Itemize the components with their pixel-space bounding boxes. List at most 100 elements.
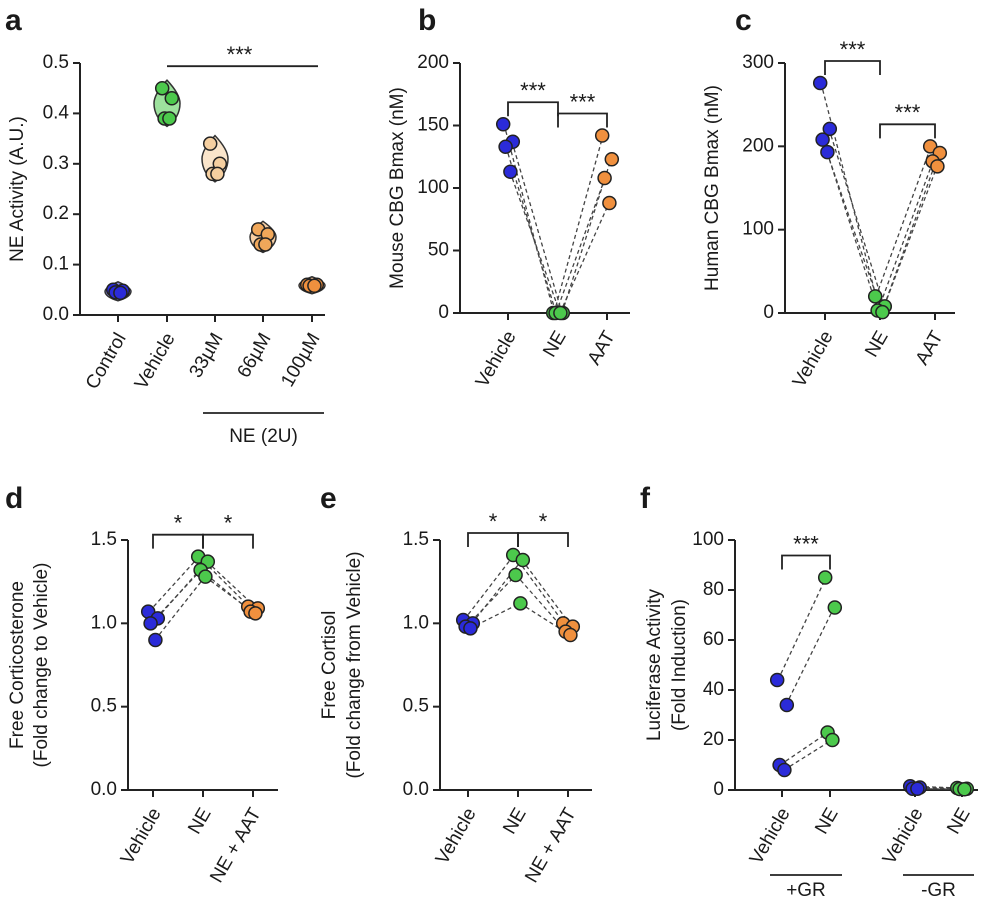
- x-tick-label: Vehicle: [789, 328, 838, 392]
- data-point: [597, 170, 612, 186]
- pair-line: [881, 166, 938, 313]
- y-tick-label: 0.2: [43, 203, 69, 224]
- data-point: [812, 75, 828, 91]
- x-tick-label: Control: [82, 330, 131, 394]
- pair-line: [559, 202, 610, 314]
- x-tick-label: 100µM: [277, 330, 324, 391]
- x-tick-label: NE: [184, 805, 215, 838]
- y-tick-label: 40: [703, 679, 724, 700]
- significance-label: ***: [520, 78, 546, 103]
- significance-bracket: [202, 533, 254, 549]
- data-point: [779, 697, 795, 713]
- data-point: [515, 552, 531, 568]
- y-tick-label: 200: [742, 135, 774, 156]
- panel-letter: e: [320, 482, 337, 515]
- significance-bracket: [781, 554, 831, 570]
- x-tick-label: Vehicle: [472, 328, 521, 392]
- data-point: [498, 139, 513, 154]
- data-point: [148, 632, 163, 648]
- data-point: [513, 596, 528, 611]
- y-tick-label: 0.0: [403, 779, 429, 800]
- y-tick-label: 0.0: [91, 779, 117, 800]
- significance-bracket: [467, 532, 519, 547]
- pair-line: [511, 141, 563, 314]
- data-point: [910, 781, 925, 796]
- data-point: [815, 132, 830, 147]
- pair-line: [785, 607, 835, 706]
- significance-label: ***: [793, 531, 819, 556]
- y-tick-label: 200: [417, 52, 449, 73]
- panel-letter: c: [735, 4, 752, 37]
- data-point: [210, 166, 225, 182]
- significance-bracket: [152, 533, 204, 549]
- data-point: [463, 621, 478, 636]
- x-tick-label: 33µM: [186, 330, 228, 382]
- pair-line: [148, 556, 200, 613]
- data-point: [594, 128, 610, 143]
- significance-bracket: [517, 532, 569, 547]
- data-point: [113, 285, 128, 301]
- significance-label: *: [489, 509, 498, 534]
- significance-label: ***: [227, 42, 253, 67]
- data-point: [503, 164, 518, 179]
- y-tick-label: 0: [713, 779, 724, 800]
- data-point: [827, 600, 843, 615]
- panel-letter: f: [640, 482, 651, 515]
- data-point: [563, 627, 578, 643]
- data-point: [602, 195, 617, 211]
- x-tick-label: Vehicle: [117, 805, 166, 869]
- data-point: [164, 91, 180, 106]
- y-axis-label: (Fold change from Vehicle): [344, 551, 365, 778]
- y-tick-label: 100: [417, 177, 449, 198]
- x-tick-label: Vehicle: [879, 805, 928, 869]
- panel-letter: d: [5, 482, 23, 515]
- pair-line: [503, 124, 555, 314]
- significance-bracket: [879, 123, 936, 139]
- group-label: NE (2U): [229, 426, 298, 447]
- group-label: -GR: [921, 880, 956, 901]
- x-tick-label: NE: [499, 805, 530, 838]
- y-axis-label: Free Cortisol: [319, 611, 340, 720]
- y-axis-label: (Fold Induction): [669, 599, 690, 731]
- x-tick-label: Vehicle: [746, 805, 795, 869]
- data-point: [769, 672, 785, 688]
- y-tick-label: 1.0: [91, 612, 117, 633]
- x-tick-label: NE: [539, 328, 570, 361]
- panel-letter: a: [5, 4, 22, 37]
- y-tick-label: 1.0: [403, 612, 429, 633]
- data-point: [822, 121, 838, 137]
- group-label: +GR: [786, 880, 826, 901]
- data-point: [495, 117, 511, 132]
- x-tick-label: AAT: [584, 327, 620, 369]
- y-axis-label: Luciferase Activity: [644, 588, 665, 741]
- y-tick-label: 0.5: [91, 696, 117, 717]
- x-tick-label: NE + AAT: [521, 804, 581, 886]
- y-tick-label: 0.1: [43, 254, 69, 275]
- y-axis-label: NE Activity (A.U.): [7, 116, 28, 262]
- pair-line: [553, 135, 604, 314]
- y-axis-label: Human CBG Bmax (nM): [702, 85, 723, 291]
- pair-line: [779, 731, 829, 766]
- y-tick-label: 60: [703, 629, 724, 650]
- x-tick-label: Vehicle: [131, 330, 180, 394]
- x-tick-label: NE + AAT: [206, 804, 266, 886]
- significance-label: *: [224, 510, 233, 535]
- y-tick-label: 0.3: [43, 153, 69, 174]
- x-tick-label: 66µM: [234, 330, 276, 382]
- data-point: [198, 569, 213, 584]
- data-point: [162, 111, 177, 126]
- pair-line: [515, 574, 567, 633]
- x-tick-label: AAT: [912, 327, 948, 369]
- pair-line: [822, 139, 879, 311]
- data-point: [777, 762, 792, 778]
- data-point: [825, 732, 840, 748]
- y-tick-label: 0.5: [43, 52, 69, 73]
- x-tick-label: Vehicle: [432, 805, 481, 869]
- significance-label: ***: [840, 37, 866, 62]
- x-tick-label: NE: [811, 805, 842, 838]
- y-tick-label: 50: [428, 240, 449, 261]
- pair-line: [154, 576, 206, 641]
- pair-line: [783, 739, 833, 771]
- y-tick-label: 80: [703, 579, 724, 600]
